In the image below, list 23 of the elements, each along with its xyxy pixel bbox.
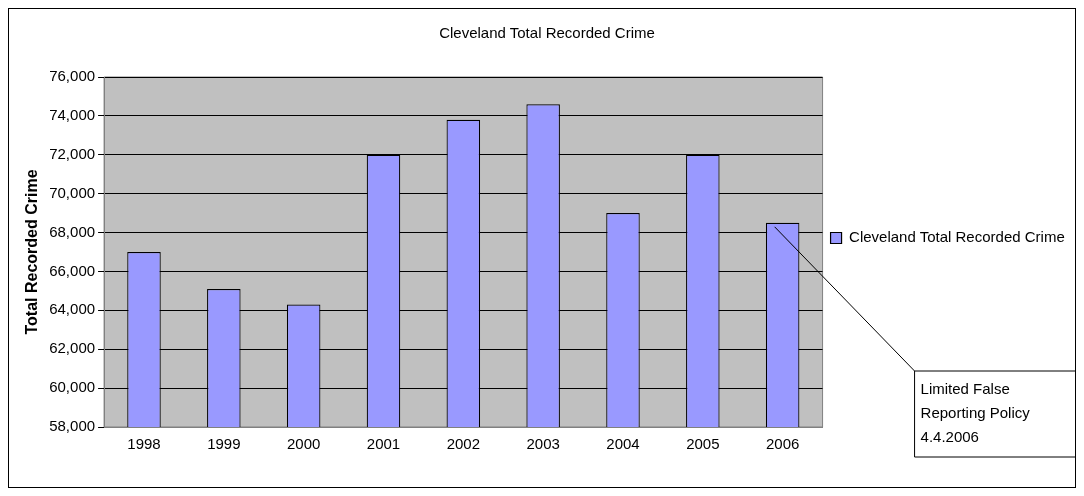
y-tick-label: 64,000 (49, 300, 96, 318)
annotation: Limited False Reporting Policy 4.4.2006 (920, 380, 1031, 446)
y-tick-label: 72,000 (49, 144, 96, 162)
x-tick-label: 2004 (606, 435, 640, 453)
x-tick-label: 2000 (286, 435, 321, 453)
y-tick-label: 62,000 (49, 339, 96, 357)
x-tick-label: 2006 (765, 435, 800, 453)
y-tick-label: 68,000 (49, 222, 96, 240)
legend-label: Cleveland Total Recorded Crime (849, 228, 1065, 246)
x-tick-label: 2002 (446, 435, 481, 453)
x-tick-label: 1999 (207, 435, 241, 453)
y-tick-label: 60,000 (49, 378, 96, 396)
y-tick-label: 76,000 (49, 67, 96, 85)
chart-title: Cleveland Total Recorded Crime (439, 24, 655, 42)
y-tick-label: 74,000 (49, 106, 96, 124)
y-tick-label: 66,000 (49, 261, 96, 279)
y-axis-title: Total Recorded Crime (23, 169, 41, 335)
x-tick-label: 2001 (366, 435, 401, 453)
x-tick-label: 2003 (526, 435, 560, 453)
y-tick-label: 58,000 (49, 417, 96, 435)
x-tick-label: 2005 (686, 435, 720, 453)
y-tick-label: 70,000 (49, 183, 96, 201)
x-tick-label: 1998 (127, 435, 161, 453)
